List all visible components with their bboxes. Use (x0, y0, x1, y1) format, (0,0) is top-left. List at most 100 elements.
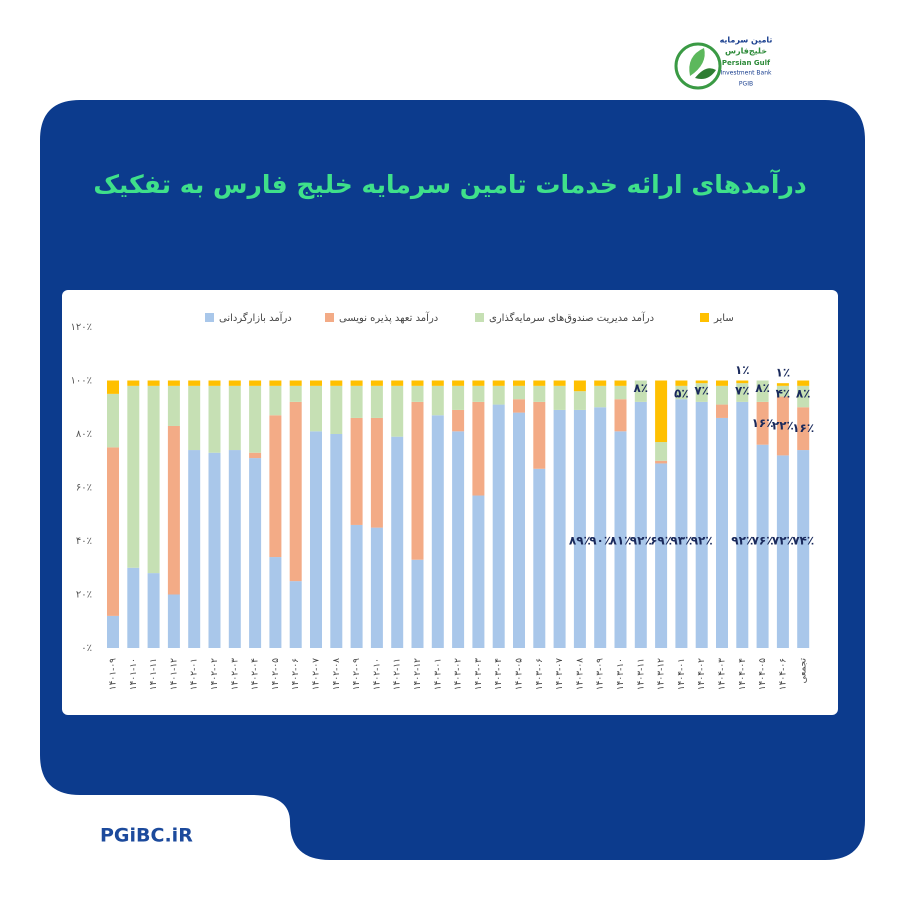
bar-segment (614, 399, 627, 432)
logo-text: PGIB (739, 81, 753, 88)
y-tick-label: ۲۰٪ (76, 590, 92, 601)
bar-segment (167, 380, 180, 386)
bar-segment (208, 452, 221, 648)
legend-label: درآمد تعهد پذیره نویسی (339, 311, 438, 324)
bar-segment (675, 380, 688, 386)
bar-segment (269, 415, 282, 558)
bar-segment (249, 452, 262, 459)
data-label: ۵٪ (674, 386, 689, 400)
logo-leaf (689, 48, 705, 76)
bar-segment (513, 399, 525, 413)
x-tick-label: ۱۴۰۱-۱۱ (149, 658, 159, 690)
bar-segment (614, 431, 627, 648)
bar-segment (756, 444, 769, 648)
legend-swatch (205, 313, 214, 322)
data-label: ۸٪ (755, 381, 770, 395)
bar-segment (472, 495, 485, 648)
data-label: ۷٪ (694, 384, 709, 398)
legend-swatch (700, 313, 709, 322)
bar-segment (716, 417, 728, 648)
bar-segment (127, 385, 140, 568)
y-tick-label: ۱۲۰٪ (71, 322, 92, 333)
bar-segment (188, 380, 201, 386)
bar-segment (716, 385, 728, 405)
bar-segment (513, 380, 525, 386)
bar-segment (452, 431, 465, 648)
bar-segment (249, 385, 262, 453)
bar-segment (533, 468, 546, 648)
bar-segment (776, 385, 789, 397)
x-tick-label: ۱۴۰۲-۰۲ (210, 658, 220, 690)
bar-segment (147, 380, 160, 386)
y-tick-label: ۰٪ (81, 643, 92, 654)
bar-segment (167, 385, 180, 426)
bar-segment (350, 524, 363, 648)
data-label: ۱۶٪ (792, 421, 814, 435)
legend-swatch (325, 313, 334, 322)
bar-segment (716, 380, 728, 386)
data-label: ۸٪ (633, 381, 648, 395)
data-label: ۱٪ (735, 363, 750, 377)
bar-segment (289, 380, 302, 386)
bar-segment (370, 527, 383, 648)
bar-segment (533, 380, 546, 386)
x-tick-label: ۱۴۰۴-۰۶ (778, 658, 788, 690)
data-label: ۲۲٪ (772, 418, 794, 432)
bar-segment (797, 407, 810, 451)
x-tick-label: ۱۴۰۳-۰۸ (575, 658, 585, 690)
bar-segment (634, 380, 647, 402)
bar-segment (391, 385, 404, 437)
data-label: ۴٪ (776, 386, 791, 400)
logo-text: خلیج‌فارس (725, 47, 767, 57)
bar-segment (167, 594, 180, 648)
bar-segment (310, 431, 322, 648)
bar-segment (370, 385, 383, 418)
bar-segment (655, 460, 668, 464)
bar-segment (776, 455, 789, 648)
bar-segment (634, 401, 647, 648)
bar-segment (513, 412, 525, 648)
bar-segment (472, 380, 485, 386)
bar-segment (411, 380, 424, 386)
bar-segment (614, 380, 627, 386)
x-tick-label: ۱۴۰۳-۰۶ (535, 658, 545, 690)
x-tick-label: ۱۴۰۲-۰۵ (271, 658, 281, 690)
bar-segment (228, 380, 241, 386)
bar-segment (107, 615, 119, 648)
bar-segment (756, 380, 769, 402)
bar-segment (330, 385, 343, 434)
logo: تامین سرمایه خلیج‌فارس Persian Gulf Inve… (668, 28, 772, 100)
x-tick-label: ۱۴۰۱-۱۲ (169, 658, 179, 690)
bar-segment (736, 401, 749, 648)
x-tick-label: ۱۴۰۳-۰۳ (474, 658, 484, 690)
footer-site: PGiBC.iR (100, 825, 193, 847)
bar-segment (249, 458, 262, 648)
bar-segment (310, 385, 322, 432)
bar-segment (573, 409, 586, 648)
y-tick-label: ۴۰٪ (76, 536, 92, 547)
bar-segment (228, 385, 241, 451)
bar-segment (655, 380, 668, 443)
x-tick-label: ۱۴۰۳-۰۱ (433, 658, 443, 690)
bar-segment (736, 383, 749, 402)
bar-segment (208, 380, 221, 386)
bar-segment (736, 380, 749, 384)
x-tick-label: ۱۴۰۳-۰۵ (515, 658, 525, 690)
x-tick-label: ۱۴۰۴-۰۱ (677, 658, 687, 690)
bar-segment (655, 442, 668, 461)
bar-segment (452, 380, 465, 386)
x-tick-label: ۱۴۰۳-۰۹ (596, 658, 606, 690)
bar-segment (350, 380, 363, 386)
x-tick-label: ۱۴۰۴-۰۴ (738, 658, 748, 690)
data-label: ۷۴٪ (792, 534, 814, 548)
data-label: ۸٪ (796, 386, 811, 400)
bar-segment (289, 385, 302, 402)
data-label: ۱۶٪ (752, 416, 774, 430)
x-tick-label: ۱۴۰۳-۱۲ (657, 658, 667, 690)
bar-segment (492, 385, 505, 405)
bar-segment (289, 401, 302, 582)
bar-segment (513, 385, 525, 400)
bar-segment (370, 417, 383, 528)
bar-segment (675, 399, 688, 648)
